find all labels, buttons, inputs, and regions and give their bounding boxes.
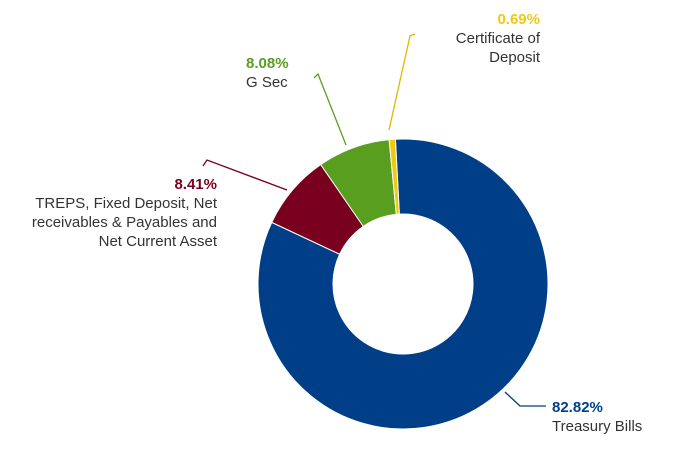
category-label: Treasury Bills xyxy=(552,418,643,435)
label: 0.69% Certificate of Deposit xyxy=(410,10,540,67)
leader-line xyxy=(388,33,416,131)
leader-line xyxy=(504,391,546,407)
value-label: 82.82% xyxy=(552,399,603,416)
value-label: 0.69% xyxy=(497,11,540,28)
slice xyxy=(257,138,549,430)
value-label: 8.08% xyxy=(246,55,289,72)
category-label: TREPS, Fixed Deposit, Net receivables & … xyxy=(31,195,217,250)
label: 8.41% TREPS, Fixed Deposit, Net receivab… xyxy=(5,175,217,251)
category-label: G Sec xyxy=(246,74,288,91)
category-label: Certificate of Deposit xyxy=(455,30,540,66)
leader-line xyxy=(202,159,288,191)
value-label: 8.41% xyxy=(174,176,217,193)
slices xyxy=(257,138,549,430)
label: 8.08% G Sec xyxy=(246,54,346,92)
slice xyxy=(388,138,400,215)
label: 82.82% Treasury Bills xyxy=(552,398,672,436)
leader-line xyxy=(313,72,347,146)
